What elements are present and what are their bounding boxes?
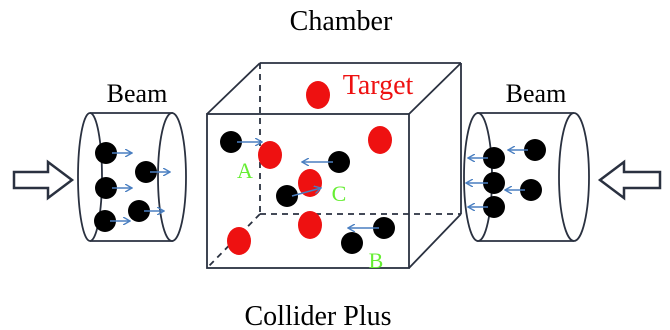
beam-particle bbox=[95, 177, 117, 199]
target-particle bbox=[258, 141, 282, 169]
hollow-arrow-right-icon bbox=[12, 159, 75, 201]
beam-particle bbox=[483, 147, 505, 169]
beam-particle bbox=[373, 217, 395, 239]
beam-left-label: Beam bbox=[107, 79, 168, 108]
collision-label-b: B bbox=[369, 248, 384, 273]
beam-particle bbox=[341, 232, 363, 254]
right-beam-particles bbox=[483, 139, 546, 218]
target-label: Target bbox=[343, 70, 414, 101]
beam-particle bbox=[95, 142, 117, 164]
target-particles bbox=[227, 81, 392, 255]
beam-right-cylinder bbox=[463, 112, 590, 242]
beam-particle bbox=[328, 151, 350, 173]
direction-arrow bbox=[291, 188, 321, 197]
collision-label-c: C bbox=[332, 181, 347, 206]
chamber-beam-particles bbox=[220, 131, 395, 254]
target-particle bbox=[306, 81, 330, 109]
direction-arrows bbox=[110, 142, 528, 228]
beam-particle bbox=[276, 185, 298, 207]
beam-right-label: Beam bbox=[506, 79, 567, 108]
chamber-title: Chamber bbox=[290, 6, 393, 37]
beam-particle bbox=[483, 196, 505, 218]
beam-particle bbox=[94, 210, 116, 232]
beam-particle bbox=[220, 131, 242, 153]
beam-particle bbox=[483, 172, 505, 194]
left-beam-particles bbox=[94, 142, 157, 232]
target-particle bbox=[227, 227, 251, 255]
collision-label-a: A bbox=[237, 158, 253, 183]
diagram-caption: Collider Plus bbox=[244, 301, 391, 330]
beam-particle bbox=[128, 200, 150, 222]
target-particle bbox=[298, 211, 322, 239]
hollow-arrow-left-icon bbox=[597, 159, 662, 201]
beam-particle bbox=[135, 161, 157, 183]
beam-particle bbox=[524, 139, 546, 161]
beam-particle bbox=[520, 179, 542, 201]
target-particle bbox=[368, 126, 392, 154]
